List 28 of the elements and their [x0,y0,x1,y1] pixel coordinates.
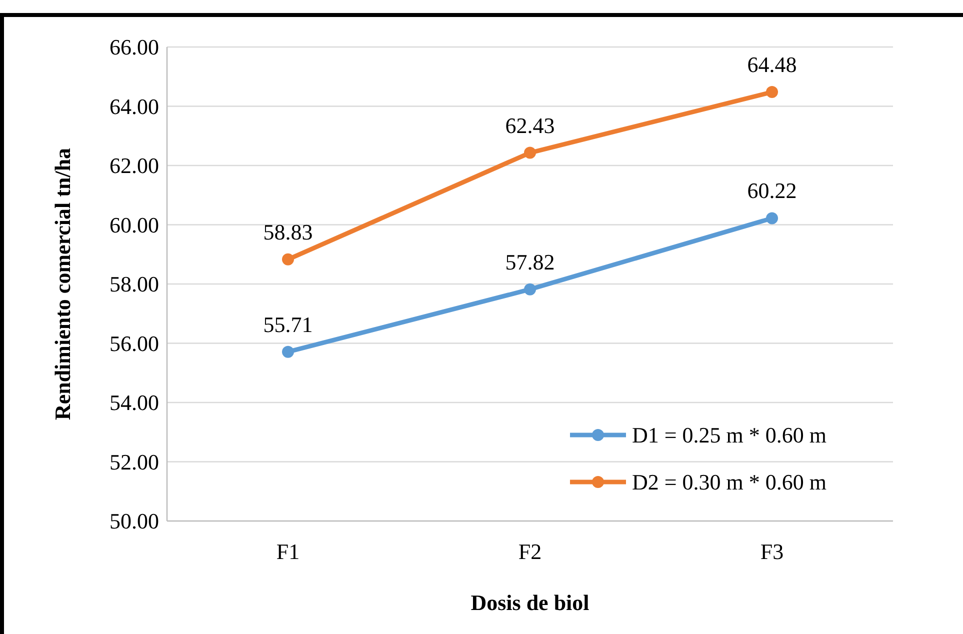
y-tick-label: 66.00 [110,34,159,60]
y-tick-label: 54.00 [110,390,159,416]
x-tick-label: F2 [518,539,542,564]
point [524,283,536,296]
y-tick-label: 50.00 [110,508,159,534]
y-tick-label: 60.00 [110,212,159,238]
data-label: 58.83 [263,219,313,244]
point [282,253,294,266]
point [766,86,778,98]
legend-label: D2 = 0.30 m * 0.60 m [632,470,827,495]
data-label: 55.71 [263,312,313,337]
data-label: 57.82 [505,249,555,274]
data-label: 64.48 [747,52,797,78]
y-tick-label: 62.00 [110,153,159,178]
point [766,212,778,224]
y-tick-label: 56.00 [110,330,159,356]
y-axis-title: Rendimiento comercial tn/ha [50,148,75,420]
point [282,346,294,358]
point [524,146,536,159]
legend-label: D1 = 0.25 m * 0.60 m [632,422,827,448]
x-tick-label: F3 [760,539,784,564]
x-axis-title: Dosis de biol [470,590,590,615]
data-label: 62.43 [505,112,555,138]
y-tick-label: 58.00 [110,272,159,297]
data-label: 60.22 [747,178,797,204]
x-tick-label: F1 [276,539,300,564]
y-tick-label: 52.00 [110,449,159,474]
y-tick-label: 64.00 [110,94,159,119]
